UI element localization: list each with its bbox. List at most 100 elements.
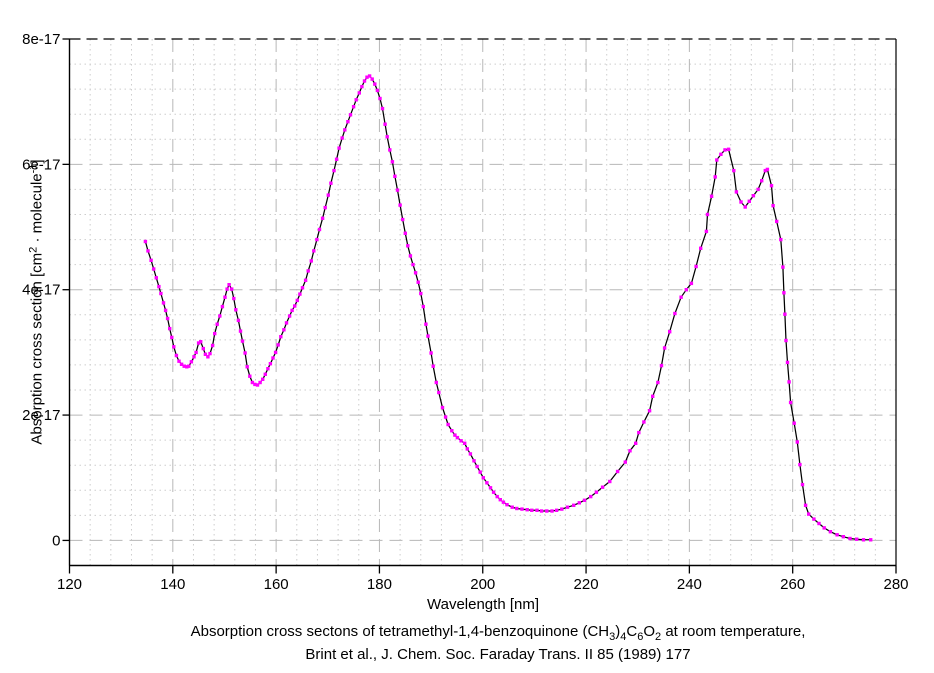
data-point xyxy=(792,421,796,425)
data-point xyxy=(263,372,267,376)
data-point xyxy=(273,350,278,355)
data-point xyxy=(334,157,339,161)
data-point xyxy=(421,304,425,309)
data-point xyxy=(577,501,581,505)
data-point xyxy=(236,318,241,323)
data-point xyxy=(545,509,549,513)
x-tick-label: 280 xyxy=(883,576,908,593)
data-point xyxy=(488,486,493,490)
data-point xyxy=(560,507,564,511)
data-point xyxy=(416,280,420,284)
x-tick-label: 240 xyxy=(677,576,702,593)
data-point xyxy=(170,335,174,340)
data-point xyxy=(817,521,821,526)
data-point xyxy=(182,364,186,368)
data-point xyxy=(208,351,212,356)
x-tick-label: 180 xyxy=(367,576,392,593)
data-point xyxy=(401,217,405,222)
text-run: · molecule xyxy=(28,173,46,247)
data-point xyxy=(623,460,627,464)
data-point xyxy=(146,249,150,253)
data-point xyxy=(463,441,467,445)
data-point xyxy=(783,312,787,316)
data-point xyxy=(189,360,194,364)
subscript: 6 xyxy=(637,631,644,643)
data-point xyxy=(351,105,356,109)
data-point xyxy=(807,512,811,516)
data-point xyxy=(798,462,802,467)
data-point xyxy=(185,365,189,369)
data-point xyxy=(491,490,496,494)
data-point xyxy=(785,360,790,365)
y-axis-title: Absorption cross section [cm2 · molecule… xyxy=(28,159,46,445)
data-point xyxy=(240,339,245,343)
data-point xyxy=(317,227,322,232)
data-point xyxy=(266,367,270,371)
data-point xyxy=(465,447,469,451)
data-point xyxy=(784,338,788,343)
data-point xyxy=(253,382,257,387)
data-point xyxy=(227,283,231,287)
data-point xyxy=(375,88,380,93)
y-tick-label: 2e-17 xyxy=(22,407,60,424)
data-point xyxy=(795,440,799,444)
data-point xyxy=(213,331,217,336)
data-point xyxy=(284,321,289,325)
x-tick-label: 220 xyxy=(574,576,599,593)
data-point xyxy=(689,281,694,286)
text-run: Absorption cross sectons of tetramethyl-… xyxy=(190,623,610,640)
data-point xyxy=(501,500,506,504)
data-point xyxy=(354,98,358,102)
data-point xyxy=(187,364,191,368)
data-point xyxy=(373,82,377,86)
text-run: C xyxy=(626,623,638,640)
subscript: 4 xyxy=(620,631,627,643)
data-point xyxy=(779,237,783,242)
data-point xyxy=(478,470,482,474)
data-point xyxy=(360,84,364,89)
data-point xyxy=(525,508,529,512)
data-point xyxy=(390,160,395,164)
data-point xyxy=(306,269,310,273)
data-point xyxy=(848,536,852,541)
data-point xyxy=(628,449,632,453)
data-point xyxy=(300,286,305,290)
data-point xyxy=(705,212,710,217)
data-point xyxy=(367,74,372,78)
data-point xyxy=(234,308,238,312)
data-point xyxy=(245,365,249,369)
data-point xyxy=(747,199,751,203)
text-run: ) xyxy=(615,623,621,640)
data-point xyxy=(739,200,743,204)
data-point xyxy=(495,494,499,499)
x-axis-title: Wavelength [nm] xyxy=(427,596,539,613)
data-point xyxy=(756,187,760,192)
data-point xyxy=(855,537,859,541)
data-point xyxy=(812,517,816,521)
x-tick-label: 160 xyxy=(264,576,289,593)
text-run: O xyxy=(643,623,656,640)
data-point xyxy=(250,380,255,385)
x-tick-label: 140 xyxy=(160,576,185,593)
text-run: at room temperature, xyxy=(661,623,806,640)
data-point xyxy=(679,295,683,299)
data-point xyxy=(168,326,172,331)
data-point xyxy=(203,352,208,356)
data-point xyxy=(713,175,717,179)
data-point xyxy=(271,356,275,360)
data-point xyxy=(243,351,247,355)
data-point xyxy=(326,193,330,197)
text-run: Absorption cross section [cm xyxy=(28,252,46,445)
data-point xyxy=(206,355,210,359)
data-point xyxy=(656,380,660,385)
data-point xyxy=(723,148,727,152)
data-point xyxy=(726,147,731,151)
data-point xyxy=(174,353,179,358)
data-point xyxy=(408,254,413,258)
data-point xyxy=(734,190,739,194)
data-point xyxy=(287,314,292,318)
data-point xyxy=(615,469,620,474)
data-point xyxy=(582,498,587,502)
data-point xyxy=(426,334,430,338)
